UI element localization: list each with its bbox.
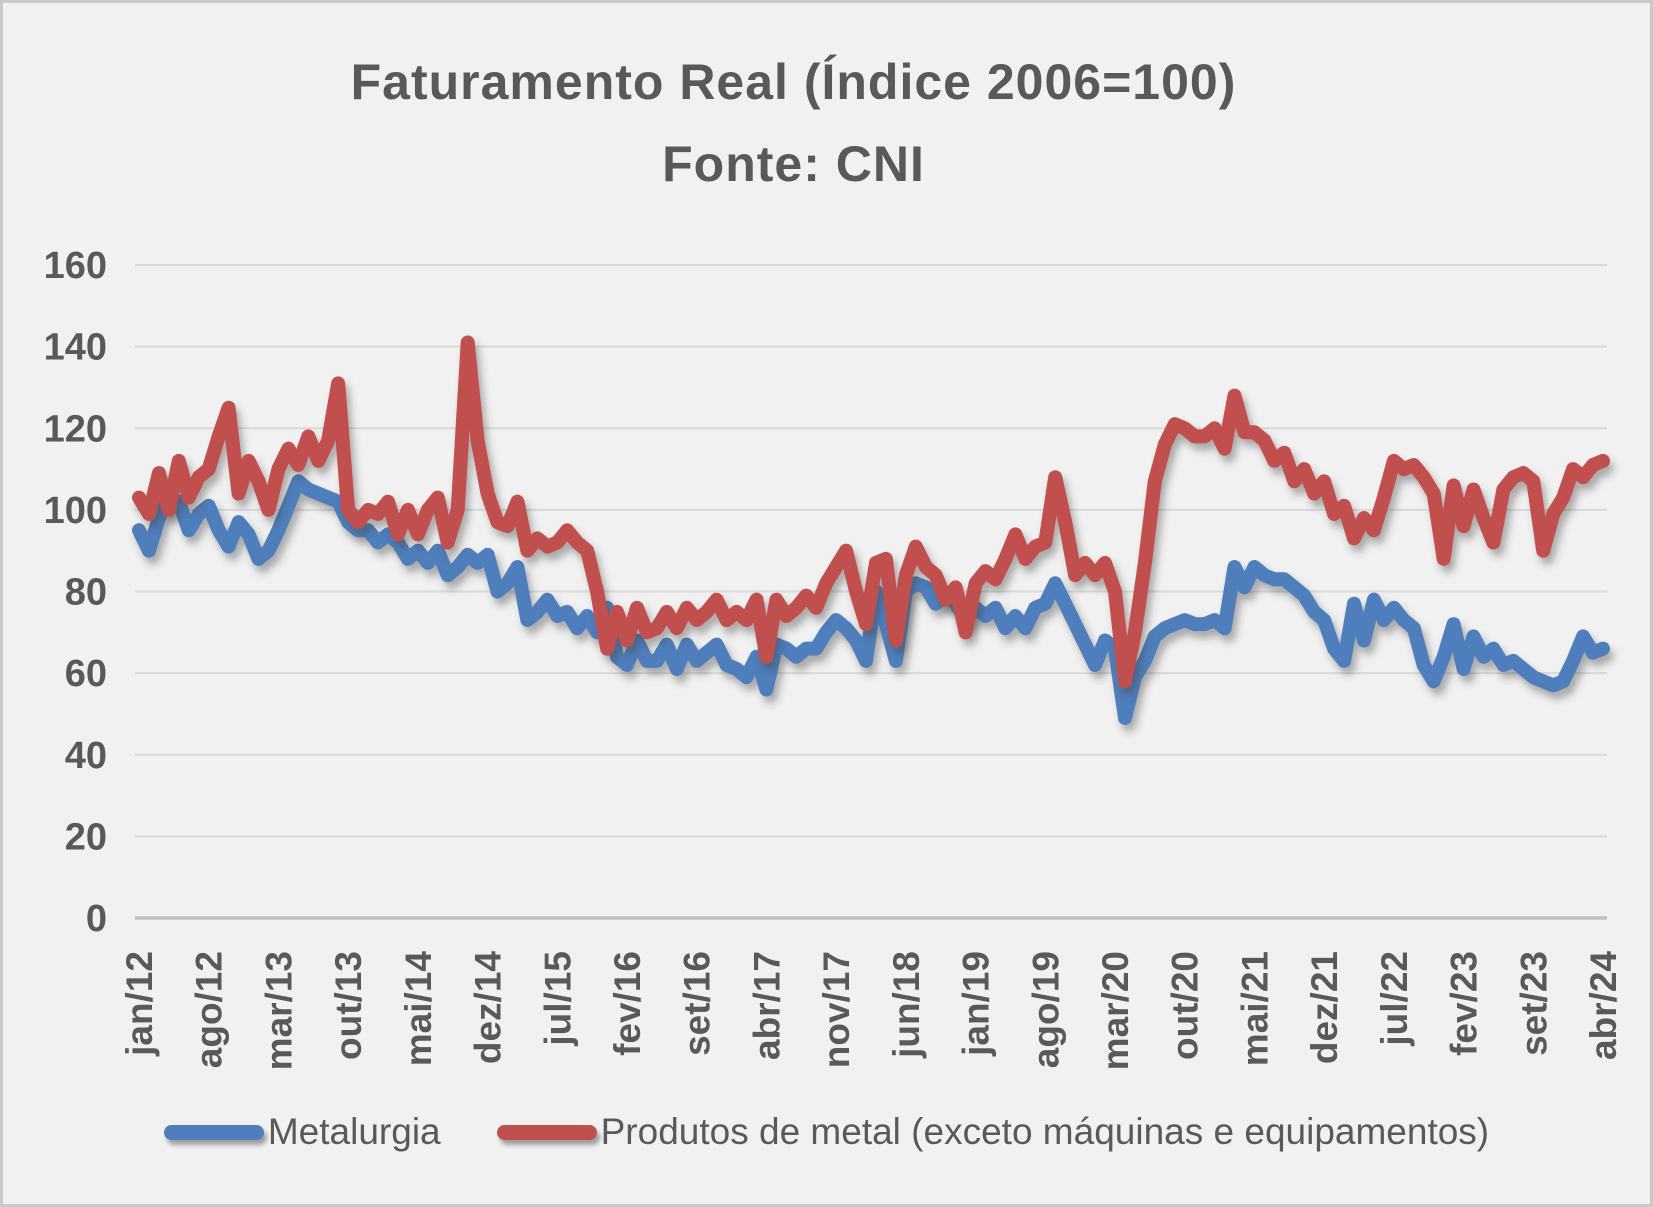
y-axis-label: 140 (44, 327, 107, 369)
x-axis-label: jun/18 (886, 951, 927, 1059)
x-axis-label: ago/19 (1025, 951, 1066, 1068)
legend: Metalurgia Produtos de metal (exceto máq… (3, 1111, 1650, 1153)
x-axis-label: set/16 (677, 951, 718, 1056)
chart-title: Faturamento Real (Índice 2006=100) Fonte… (3, 41, 1650, 205)
y-axis-label: 60 (65, 653, 107, 695)
legend-label-produtos-de-metal: Produtos de metal (exceto máquinas e equ… (600, 1111, 1490, 1152)
legend-item-produtos-de-metal: Produtos de metal (exceto máquinas e equ… (496, 1111, 1490, 1153)
y-axis-labels: 0 20 40 60 80 100 120 140 160 (44, 245, 107, 940)
x-axis-label: out/13 (328, 951, 369, 1060)
x-axis-label: mar/20 (1095, 951, 1136, 1070)
x-axis-label: mai/21 (1234, 951, 1275, 1066)
chart-title-line2: Fonte: CNI (662, 136, 925, 192)
x-axis-label: abr/17 (746, 951, 787, 1060)
legend-swatch-produtos-de-metal-icon (496, 1124, 597, 1140)
x-axis-label: jul/22 (1374, 951, 1415, 1047)
x-axis-label: mai/14 (398, 951, 439, 1067)
x-axis-label: dez/21 (1304, 951, 1345, 1064)
x-axis-label: jan/12 (119, 951, 160, 1057)
x-axis-label: dez/14 (468, 951, 509, 1065)
x-axis-label: fev/23 (1444, 951, 1485, 1056)
chart-title-line1: Faturamento Real (Índice 2006=100) (350, 54, 1237, 110)
x-axis-label: jan/19 (956, 951, 997, 1057)
y-axis-label: 20 (65, 816, 107, 858)
legend-label-metalurgia: Metalurgia (267, 1111, 441, 1152)
x-axis-labels: jan/12 ago/12 mar/13 out/13 mai/14 dez/14 jul/… (119, 951, 1624, 1071)
legend-item-metalurgia: Metalurgia (163, 1111, 441, 1153)
y-axis-label: 40 (65, 735, 107, 777)
x-axis-label: abr/24 (1583, 951, 1624, 1060)
x-axis-label: out/20 (1165, 951, 1206, 1060)
x-axis-label: ago/12 (189, 951, 230, 1068)
y-axis-label: 160 (44, 245, 107, 287)
x-axis-label: mar/13 (258, 951, 299, 1070)
y-axis-label: 120 (44, 408, 107, 450)
legend-swatch-metalurgia-icon (163, 1124, 264, 1140)
x-axis-label: set/23 (1513, 951, 1554, 1056)
x-axis-label: jul/15 (537, 951, 578, 1047)
y-axis-label: 80 (65, 572, 107, 614)
plot-area: 0 20 40 60 80 100 120 140 160 jan/12 ago/12 mar/13… (44, 245, 1624, 1071)
series-line-produtos (132, 335, 1610, 689)
y-axis-label: 0 (86, 898, 107, 940)
series-lines (132, 335, 1610, 725)
y-axis-label: 100 (44, 490, 107, 532)
x-axis-label: nov/17 (816, 951, 857, 1068)
x-axis-label: fev/16 (607, 951, 648, 1056)
